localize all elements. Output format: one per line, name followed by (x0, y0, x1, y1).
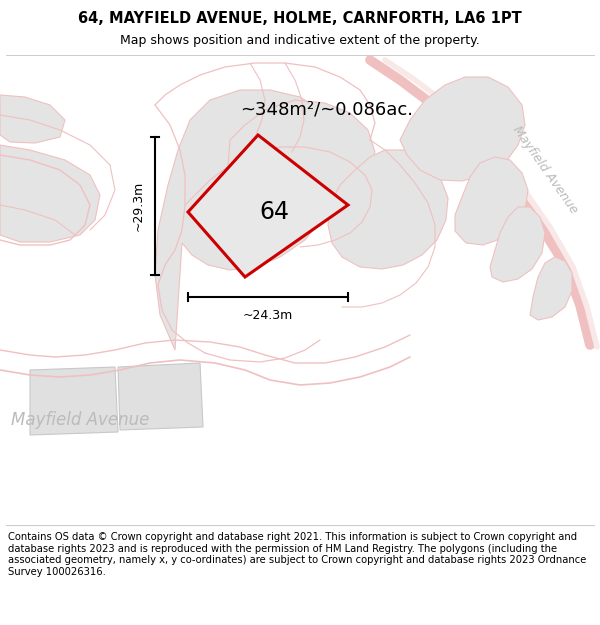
Polygon shape (400, 77, 525, 181)
Text: 64: 64 (260, 200, 290, 224)
Polygon shape (155, 90, 342, 350)
Polygon shape (118, 363, 203, 430)
Polygon shape (188, 135, 348, 277)
Polygon shape (328, 150, 448, 269)
Text: Mayfield Avenue: Mayfield Avenue (11, 411, 149, 429)
Polygon shape (30, 367, 118, 435)
Text: Mayfield Avenue: Mayfield Avenue (510, 124, 580, 216)
Text: ~29.3m: ~29.3m (132, 181, 145, 231)
Polygon shape (530, 257, 572, 320)
Text: Map shows position and indicative extent of the property.: Map shows position and indicative extent… (120, 34, 480, 47)
Polygon shape (455, 157, 528, 245)
Text: ~348m²/~0.086ac.: ~348m²/~0.086ac. (240, 101, 413, 119)
Text: 64, MAYFIELD AVENUE, HOLME, CARNFORTH, LA6 1PT: 64, MAYFIELD AVENUE, HOLME, CARNFORTH, L… (78, 11, 522, 26)
Polygon shape (0, 145, 100, 242)
Text: Contains OS data © Crown copyright and database right 2021. This information is : Contains OS data © Crown copyright and d… (8, 532, 586, 577)
Polygon shape (228, 100, 375, 213)
Text: ~24.3m: ~24.3m (243, 309, 293, 322)
Polygon shape (490, 207, 545, 282)
Polygon shape (0, 95, 65, 143)
